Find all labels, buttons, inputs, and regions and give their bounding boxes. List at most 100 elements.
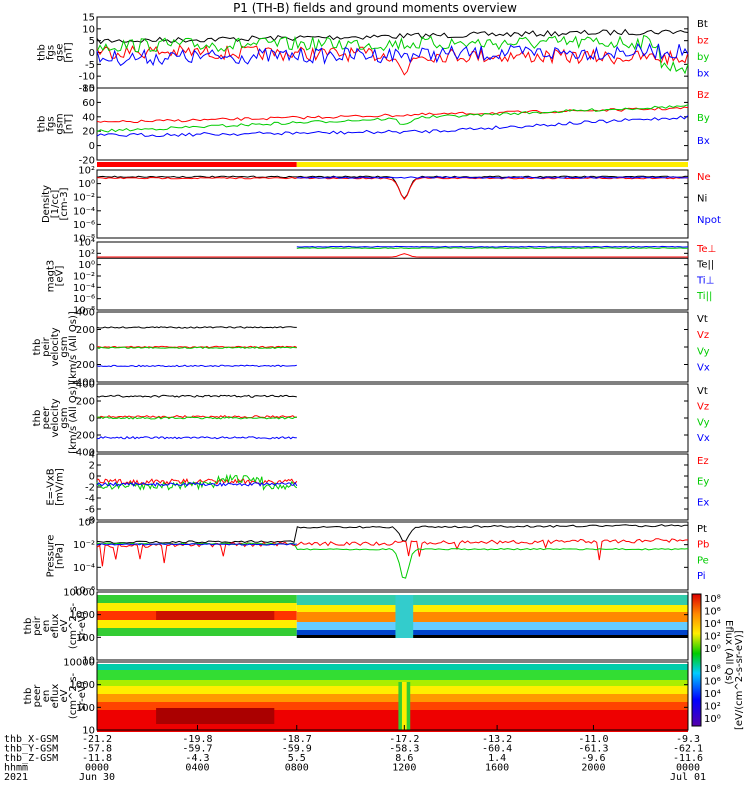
series-Pi	[96, 543, 297, 546]
series-Vy	[96, 346, 297, 349]
legend-entry: Pt	[697, 524, 707, 535]
ephemeris-value: -9.3	[676, 734, 700, 745]
y-axis-label: velocity	[50, 398, 61, 437]
y-axis-label: thb	[37, 116, 48, 133]
y-tick-label: -4	[85, 494, 95, 505]
y-tick-label: -8	[85, 516, 95, 527]
y-axis-label: eV	[59, 689, 70, 702]
series-Bz	[96, 106, 689, 123]
series-Vx	[96, 436, 297, 440]
mode-bar-fast	[296, 162, 688, 167]
y-axis-label: peir	[41, 336, 52, 356]
y-axis-label: (cm^2-s-	[68, 602, 79, 649]
y-tick-label: 10⁻⁶	[73, 220, 95, 231]
colorbar-tick-label: 10⁶	[704, 607, 721, 618]
series-Vz	[96, 414, 297, 419]
ephemeris-value: 0000	[676, 763, 700, 774]
legend-entry: By	[697, 113, 710, 124]
y-tick-label: 200	[76, 325, 95, 336]
series-Ti-par	[296, 247, 688, 250]
colorbar-tick-label: 10⁰	[704, 644, 721, 655]
y-tick-label: 0	[89, 48, 95, 59]
legend-entry: Ti⊥	[696, 275, 714, 286]
y-axis-label: thb	[37, 44, 48, 61]
ephemeris-value: -21.2	[82, 734, 112, 745]
ephemeris-value: -58.3	[389, 744, 419, 755]
y-tick-label: 200	[76, 397, 95, 408]
ephemeris-value: -4.3	[185, 753, 209, 764]
y-tick-label: 10⁻⁴	[73, 206, 95, 217]
y-axis-label: sr-eV)	[77, 681, 88, 710]
colorbar	[691, 593, 702, 727]
ephemeris-value: -9.6	[581, 753, 605, 764]
y-tick-label: 10⁰	[78, 179, 95, 190]
panel-frame-9	[96, 591, 689, 661]
y-axis-label: magt3	[46, 260, 57, 293]
y-tick-label: 10⁻⁸	[73, 306, 95, 317]
spec-ion-band	[296, 605, 688, 612]
ephemeris-value: -60.4	[482, 744, 512, 755]
y-axis-label: gsm	[59, 407, 70, 428]
series-Npot	[296, 176, 689, 179]
legend-entry: Ex	[697, 497, 709, 508]
y-tick-label: 0	[89, 472, 95, 483]
spec-ion-band	[296, 622, 688, 630]
series-Ey	[96, 473, 298, 491]
legend-entry: bz	[697, 35, 709, 46]
ephemeris-value: -18.7	[282, 734, 312, 745]
ephemeris-label: 2021	[4, 772, 28, 783]
y-tick-label: 10⁻⁶	[73, 294, 95, 305]
legend-entry: Pb	[697, 540, 709, 551]
legend-entry: bx	[697, 68, 709, 79]
series-by	[96, 34, 689, 75]
ephemeris-value: 0000	[85, 763, 109, 774]
legend-entry: Vt	[697, 386, 708, 397]
y-tick-label: 10⁻⁴	[73, 283, 95, 294]
y-axis-label: (cm^2-s-	[68, 672, 79, 719]
legend-entry: Vz	[697, 330, 709, 341]
y-axis-label: [cm-3]	[59, 187, 70, 220]
y-axis-label: [1/cc]	[50, 190, 61, 219]
legend-entry: Pi	[697, 571, 706, 582]
y-tick-label: -400	[72, 378, 95, 389]
ephemeris-value: 1.4	[488, 753, 506, 764]
spec-ion-band	[97, 603, 297, 611]
legend-entry: Vx	[697, 363, 710, 374]
ephemeris-value: -13.2	[482, 734, 512, 745]
series-Vt	[96, 326, 297, 329]
panel-frame-3	[96, 169, 689, 239]
y-axis-label: eV	[59, 619, 70, 632]
series-Vy	[97, 416, 297, 420]
spec-ion-band	[97, 595, 297, 603]
y-tick-label: -400	[72, 448, 95, 459]
spec-ion-band	[97, 628, 297, 636]
series-Bx	[96, 115, 689, 138]
legend-entry: Vz	[697, 402, 709, 413]
y-axis-label: Density	[41, 185, 52, 223]
y-tick-label: 100	[76, 633, 95, 644]
ephemeris-value: 8.6	[395, 753, 413, 764]
y-tick-label: 10⁻²	[73, 193, 95, 204]
ephemeris-label: thb_Y-GSM	[4, 744, 58, 755]
y-axis-label: [nT]	[64, 114, 75, 134]
spec-ion-band	[296, 612, 688, 622]
ephemeris-value: Jul 01	[670, 772, 706, 783]
spec-ion-band	[156, 611, 275, 620]
colorbar-tick-label: 10⁶	[704, 677, 721, 688]
legend-entry: Vx	[697, 433, 710, 444]
y-axis-label: gsm	[59, 336, 70, 357]
y-tick-label: 100	[76, 703, 95, 714]
y-axis-label: peir	[32, 615, 43, 635]
y-tick-label: 10000	[63, 588, 95, 599]
legend-entry: Ni	[697, 193, 707, 204]
ephemeris-value: -57.8	[82, 744, 112, 755]
y-tick-label: 0	[89, 414, 95, 425]
y-tick-label: 2	[89, 461, 95, 472]
colorbar-tick-label: 10⁴	[704, 689, 721, 700]
y-tick-label: 1000	[70, 680, 95, 691]
legend-entry: Vt	[697, 314, 708, 325]
legend-entry: Ti||	[696, 291, 712, 302]
colorbar-label: [eV/(cm^2-s-sr-eV)]	[734, 630, 745, 730]
spec-ion-band	[395, 595, 414, 638]
